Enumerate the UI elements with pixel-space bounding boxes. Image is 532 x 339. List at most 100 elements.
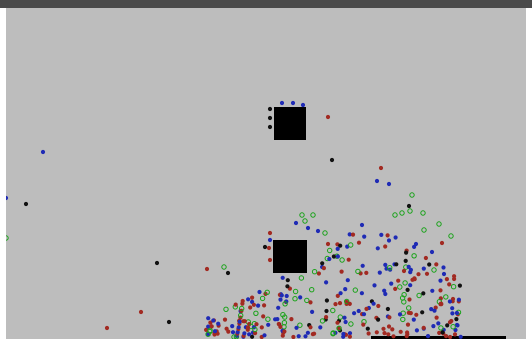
particle-group [6, 100, 463, 339]
red-particle [437, 330, 442, 335]
red-particle [434, 262, 439, 267]
red-particle [241, 319, 246, 324]
upper-block-obstacle [274, 107, 306, 140]
blue-particle [293, 220, 299, 226]
blue-particle [347, 331, 353, 336]
green-particle [298, 275, 305, 281]
green-particle [330, 331, 336, 337]
black-particle [331, 254, 336, 259]
blue-particle [305, 330, 310, 335]
blue-particle [298, 295, 303, 300]
blue-particle [242, 331, 247, 336]
black-particle [403, 258, 408, 263]
green-particle [252, 326, 258, 333]
red-particle [378, 165, 384, 171]
blue-particle [386, 181, 392, 187]
red-particle [434, 315, 439, 320]
red-particle [248, 305, 253, 310]
green-particle [411, 253, 417, 259]
black-particle [445, 323, 450, 328]
blue-particle [429, 307, 434, 312]
blue-particle [341, 334, 346, 339]
blue-particle [406, 264, 411, 269]
green-particle [407, 208, 413, 214]
red-particle [438, 301, 444, 306]
green-particle [207, 327, 213, 334]
red-particle [364, 306, 369, 311]
blue-particle [411, 317, 416, 322]
blue-particle [412, 244, 417, 249]
blue-particle [408, 267, 413, 272]
blue-particle [40, 149, 46, 155]
red-particle [208, 320, 213, 325]
blue-particle [303, 334, 308, 339]
red-particle [401, 268, 407, 274]
lower-block-obstacle [273, 240, 307, 273]
red-particle [267, 257, 273, 263]
blue-particle [266, 322, 271, 327]
green-particle [355, 268, 361, 275]
blue-particle [383, 291, 388, 297]
red-particle [356, 240, 362, 245]
blue-particle [230, 324, 235, 329]
red-particle [381, 326, 386, 331]
green-particle [344, 298, 350, 305]
red-particle [267, 230, 273, 236]
blue-particle [310, 309, 315, 314]
black-particle [23, 201, 29, 207]
blue-particle [300, 102, 306, 108]
green-particle [400, 316, 406, 323]
blue-particle [454, 310, 459, 316]
red-particle [407, 297, 412, 302]
green-particle [448, 233, 454, 239]
green-particle [327, 247, 333, 254]
green-particle [265, 316, 271, 322]
blue-particle [429, 249, 435, 255]
red-particle [308, 300, 313, 305]
red-particle [240, 298, 245, 304]
green-particle [421, 227, 427, 233]
blue-particle [335, 246, 340, 251]
red-particle [364, 270, 369, 275]
blue-particle [441, 271, 447, 277]
green-particle [399, 210, 405, 216]
red-particle [421, 325, 426, 330]
red-particle [448, 334, 453, 339]
black-particle [421, 291, 426, 296]
green-particle [310, 212, 316, 218]
black-particle [365, 326, 370, 331]
black-particle [405, 287, 410, 292]
green-particle [330, 307, 336, 314]
red-particle [233, 302, 238, 307]
blue-particle [262, 333, 267, 338]
blue-particle [382, 288, 387, 293]
red-particle [262, 303, 267, 308]
green-particle [406, 305, 412, 311]
particle-field [6, 100, 506, 339]
red-particle [387, 315, 392, 320]
green-particle [6, 235, 9, 241]
blue-particle [371, 301, 376, 306]
red-particle [347, 301, 352, 306]
floor-segment [371, 336, 506, 339]
blue-particle [430, 288, 435, 293]
blue-particle [280, 275, 285, 280]
blue-particle [352, 311, 357, 316]
black-particle [385, 306, 390, 312]
blue-particle [359, 222, 365, 228]
green-particle [282, 301, 288, 307]
red-particle [261, 314, 266, 319]
blue-particle [450, 306, 455, 311]
simulation-canvas[interactable] [6, 8, 526, 339]
red-particle [282, 329, 287, 334]
blue-particle [327, 256, 332, 262]
red-particle [266, 245, 272, 251]
red-particle [386, 324, 392, 329]
blue-particle [432, 308, 437, 313]
red-particle [447, 320, 453, 325]
blue-particle [324, 280, 329, 285]
green-particle [299, 212, 305, 218]
red-particle [424, 271, 430, 276]
red-particle [393, 286, 398, 291]
red-particle [385, 233, 390, 238]
